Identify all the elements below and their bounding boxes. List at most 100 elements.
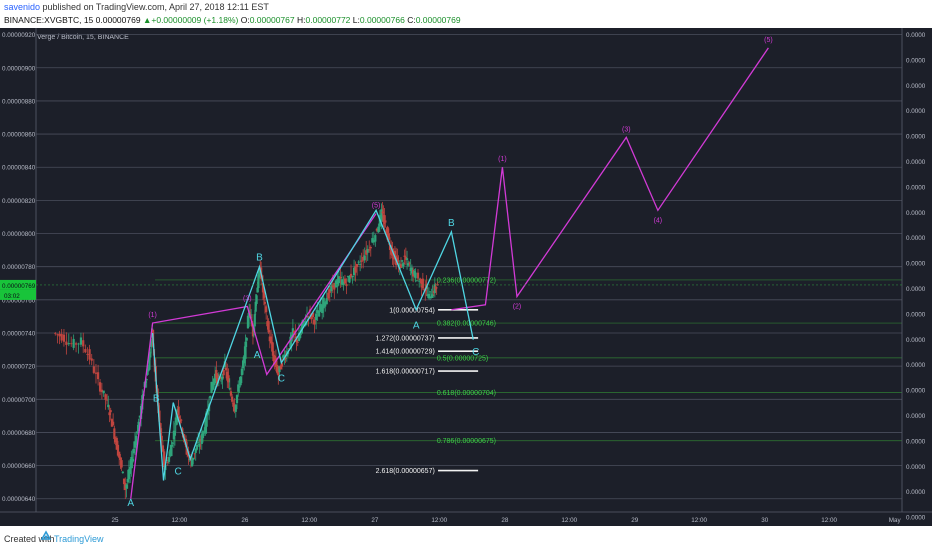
candle-body — [305, 316, 309, 317]
candle-body — [299, 332, 302, 338]
chart-svg[interactable]: Verge / Bitcoin, 15, BINANCE 0.236(0.000… — [0, 28, 932, 526]
candle-body — [177, 406, 180, 416]
right-tick-label: 0.0000 — [906, 388, 926, 395]
candle-body — [348, 276, 351, 283]
footer: Created with TradingView — [0, 526, 932, 550]
candle-body — [94, 372, 98, 374]
candle-body — [167, 457, 171, 462]
candle-body — [327, 292, 330, 299]
candle-body — [120, 460, 123, 468]
candle-body — [65, 341, 68, 345]
candle-body — [419, 278, 422, 281]
candle-body — [272, 350, 275, 362]
candle-body — [369, 246, 372, 249]
candle-body — [262, 288, 265, 298]
candle-body — [294, 333, 297, 335]
candle-body — [322, 297, 325, 309]
candle-body — [421, 278, 424, 289]
candle-body — [199, 439, 202, 442]
candle-body — [130, 456, 133, 469]
candle-body — [192, 457, 195, 460]
candle-body — [422, 289, 426, 291]
wave-correction-line — [151, 208, 474, 481]
symbol-label: BINANCE:XVGBTC, 15 — [4, 15, 94, 25]
candle-body — [62, 334, 66, 342]
candle-body — [319, 303, 322, 312]
candle-body — [232, 402, 235, 407]
candle-body — [307, 316, 310, 318]
candle-body — [98, 382, 102, 392]
right-tick-label: 0.0000 — [906, 134, 926, 141]
candle-body — [136, 431, 139, 433]
candle-body — [224, 367, 228, 371]
candle-body — [351, 275, 354, 278]
candle-body — [435, 287, 438, 289]
candle-body — [266, 321, 269, 327]
candle-body — [171, 442, 174, 444]
candle-body — [278, 365, 281, 373]
candle-body — [114, 438, 117, 443]
candle-body — [404, 256, 407, 260]
candle-body — [205, 411, 208, 427]
candle-body — [119, 457, 122, 460]
wave-projection-line — [451, 47, 769, 311]
candle-body — [337, 276, 340, 284]
candle-body — [239, 376, 242, 386]
candle-body — [429, 291, 432, 293]
candle-body — [377, 226, 380, 233]
right-tick-label: 0.0000 — [906, 515, 926, 522]
wave-label: A — [127, 498, 134, 509]
candle-body — [356, 263, 359, 268]
chart-area[interactable]: Verge / Bitcoin, 15, BINANCE 0.236(0.000… — [0, 28, 932, 526]
candle-body — [84, 349, 87, 353]
candle-body — [107, 404, 110, 408]
candle-body — [161, 445, 165, 452]
candle-body — [235, 395, 239, 404]
candle-body — [129, 466, 132, 474]
candle-body — [74, 343, 78, 345]
candle-body — [200, 433, 203, 445]
tradingview-brand[interactable]: TradingView — [54, 534, 104, 544]
candle-body — [330, 285, 333, 292]
candle-body — [375, 228, 378, 231]
candle-body — [316, 310, 319, 314]
candle-body — [158, 410, 161, 422]
x-tick-label: 25 — [111, 517, 119, 524]
x-tick-label: 27 — [371, 517, 379, 524]
close-value: 0.00000769 — [415, 15, 461, 25]
close-label: C: — [407, 15, 416, 25]
candle-body — [321, 304, 324, 314]
candle-body — [366, 248, 369, 253]
candle-body — [339, 276, 342, 279]
candle-body — [160, 435, 163, 441]
low-value: 0.00000766 — [359, 15, 405, 25]
candle-body — [292, 330, 296, 334]
candle-body — [253, 314, 256, 327]
ohlc-line: BINANCE:XVGBTC, 15 0.00000769 ▲+0.000000… — [4, 15, 461, 25]
candle-body — [288, 348, 291, 350]
candle-body — [124, 482, 127, 491]
candle-body — [418, 280, 421, 282]
candle-body — [178, 416, 181, 419]
y-tick-label: 0.00000720 — [2, 364, 36, 371]
candle-body — [363, 255, 366, 261]
candle-body — [60, 333, 63, 341]
candle-body — [175, 415, 178, 425]
candle-body — [92, 366, 95, 373]
candle-body — [296, 341, 299, 343]
high-value: 0.00000772 — [305, 15, 351, 25]
candle-body — [203, 432, 206, 434]
created-with-label: Created with — [4, 534, 55, 544]
right-tick-label: 0.0000 — [906, 337, 926, 344]
fib-extension-label: 2.618(0.00000657) — [376, 468, 435, 475]
candle-body — [357, 261, 360, 263]
candle-body — [149, 351, 152, 358]
candle-body — [229, 391, 233, 396]
candle-body — [126, 478, 129, 483]
candle-body — [273, 355, 276, 362]
candle-body — [243, 355, 246, 364]
candle-body — [383, 214, 386, 225]
author-link[interactable]: savenido — [4, 2, 41, 12]
candle-body — [409, 267, 412, 271]
candle-body — [245, 337, 248, 341]
